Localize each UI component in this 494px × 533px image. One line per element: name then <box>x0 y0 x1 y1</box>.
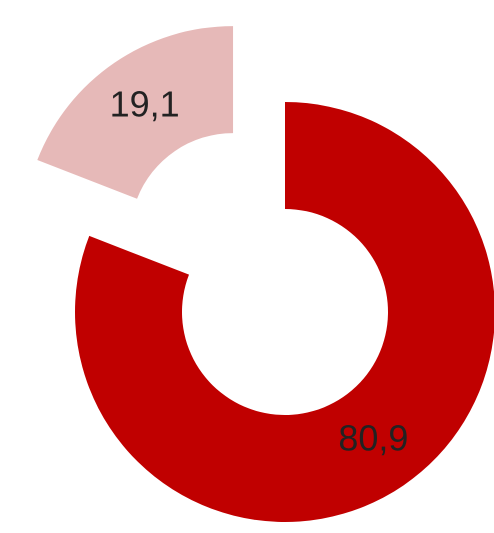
donut-segment <box>37 26 234 199</box>
donut-segment <box>75 102 494 522</box>
data-label: 19,1 <box>110 83 180 124</box>
data-label: 80,9 <box>338 418 408 459</box>
